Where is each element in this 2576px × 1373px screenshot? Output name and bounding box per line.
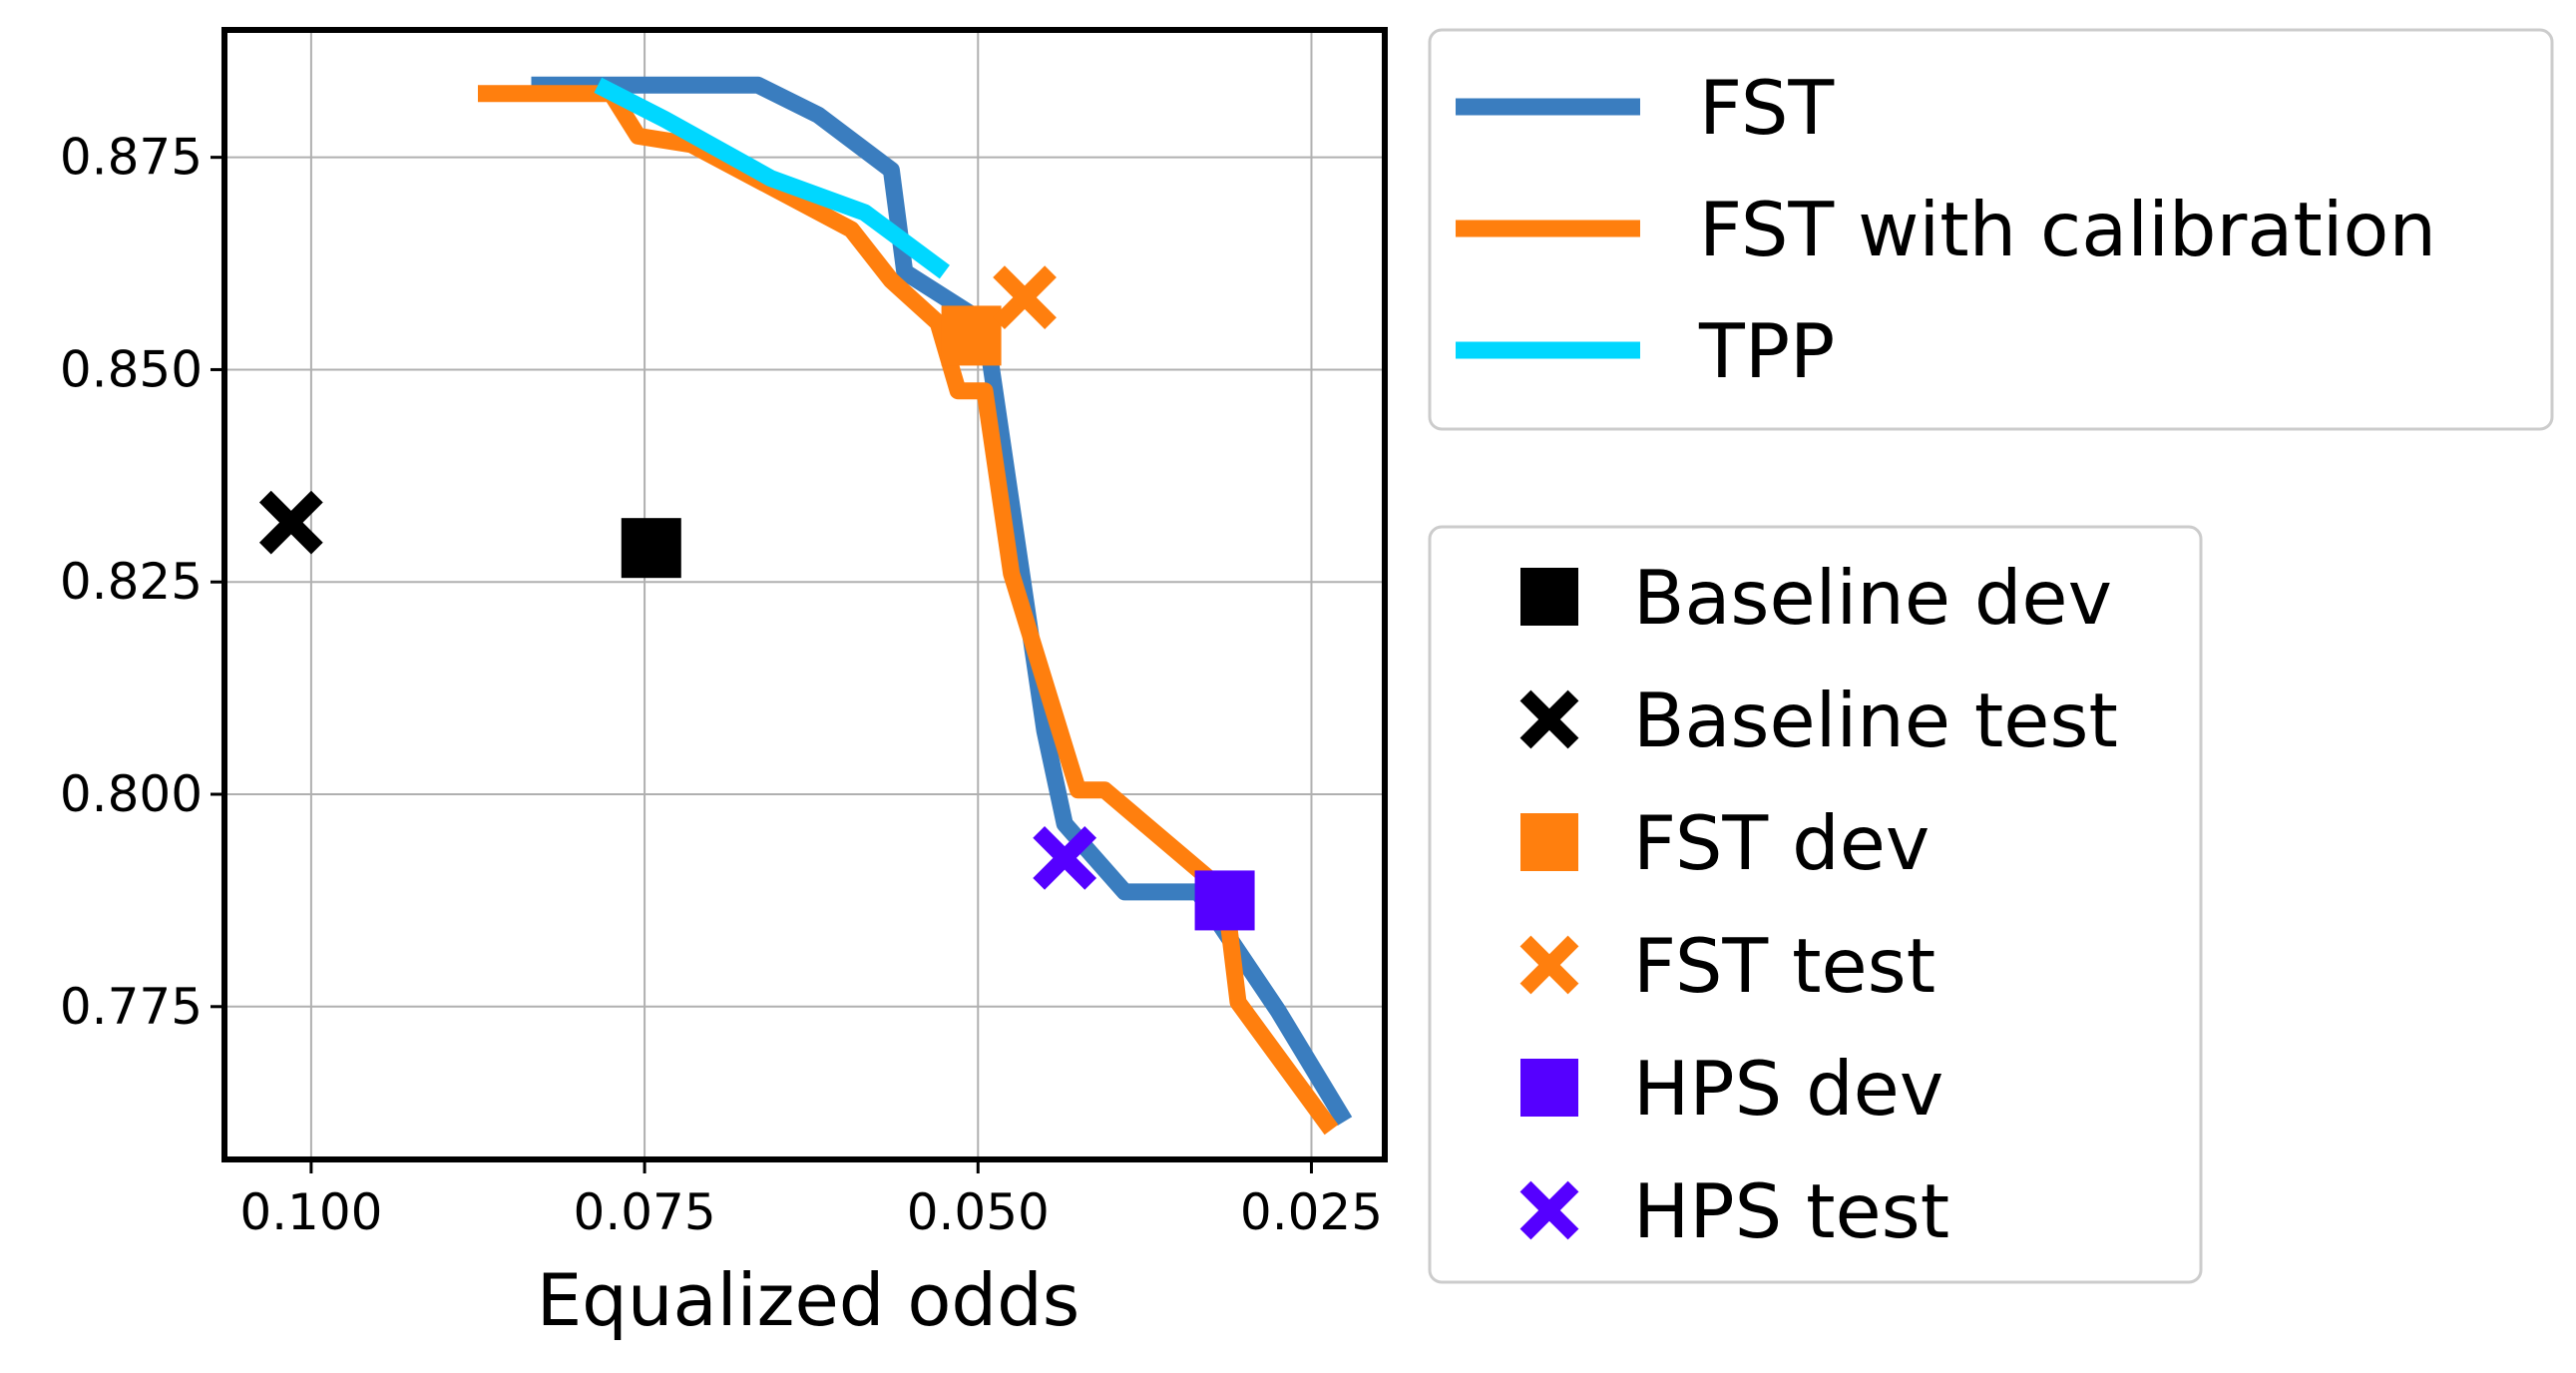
- legend-swatch-hps-test: [1519, 1180, 1579, 1240]
- marker-baseline-dev: [621, 518, 681, 579]
- legend-series: FST FST with calibration TPP: [1428, 28, 2554, 431]
- markers: [258, 265, 1255, 931]
- legend-label-tpp: TPP: [1698, 307, 1835, 395]
- legend-label-fst-dev: FST dev: [1633, 799, 1930, 887]
- legend-label-baseline-dev: Baseline dev: [1633, 554, 2112, 642]
- y-ticks: 0.775 0.800 0.825 0.850 0.875: [60, 129, 224, 1036]
- x-tick-label: 0.050: [907, 1183, 1050, 1241]
- grid: [224, 30, 1385, 1159]
- y-tick-label: 0.775: [60, 978, 203, 1036]
- marker-baseline-test: [258, 490, 323, 555]
- x-axis-title: Equalized odds: [537, 1258, 1080, 1342]
- y-tick-label: 0.875: [60, 129, 203, 187]
- x-stroke: [1519, 1180, 1579, 1240]
- legend-swatch-hps-dev: [1520, 1059, 1578, 1117]
- y-tick-label: 0.800: [60, 765, 203, 823]
- legend-swatch-baseline-dev: [1520, 568, 1578, 626]
- legend-label-fst: FST: [1699, 64, 1835, 152]
- marker-fst-dev: [941, 305, 1002, 366]
- legend-label-fst-test: FST test: [1633, 922, 1935, 1010]
- x-stroke: [993, 265, 1057, 329]
- legend-swatch-baseline-test: [1519, 689, 1579, 749]
- series-line-fst: [531, 76, 1353, 1127]
- series-lines: [478, 76, 1353, 1136]
- y-tick-label: 0.825: [60, 553, 203, 611]
- legend-label-hps-dev: HPS dev: [1633, 1045, 1943, 1133]
- marker-hps-test: [1033, 825, 1097, 890]
- legend-swatch-fst-dev: [1520, 813, 1578, 871]
- x-stroke: [1519, 689, 1579, 749]
- x-tick-label: 0.075: [574, 1183, 716, 1241]
- x-tick-label: 0.025: [1240, 1183, 1383, 1241]
- x-tick-label: 0.100: [239, 1183, 382, 1241]
- x-stroke: [1033, 825, 1097, 890]
- legend-label-fst-with-calibration: FST with calibration: [1699, 186, 2436, 273]
- x-stroke: [1519, 935, 1579, 995]
- y-tick-label: 0.850: [60, 340, 203, 398]
- marker-hps-dev: [1194, 870, 1255, 931]
- legend-markers: Baseline dev Baseline test FST dev FST test…: [1428, 525, 2203, 1284]
- legend-series-frame: [1428, 28, 2554, 431]
- marker-fst-test: [993, 265, 1057, 329]
- legend-markers-frame: [1428, 525, 2203, 1284]
- plot-frame: [221, 27, 1388, 1162]
- legend-swatch-fst-test: [1519, 935, 1579, 995]
- legend-label-baseline-test: Baseline test: [1633, 677, 2118, 764]
- x-stroke: [258, 490, 323, 555]
- legend-label-hps-test: HPS test: [1633, 1167, 1949, 1255]
- series-line-tpp: [594, 77, 950, 279]
- x-ticks: 0.100 0.075 0.050 0.025: [239, 1159, 1383, 1241]
